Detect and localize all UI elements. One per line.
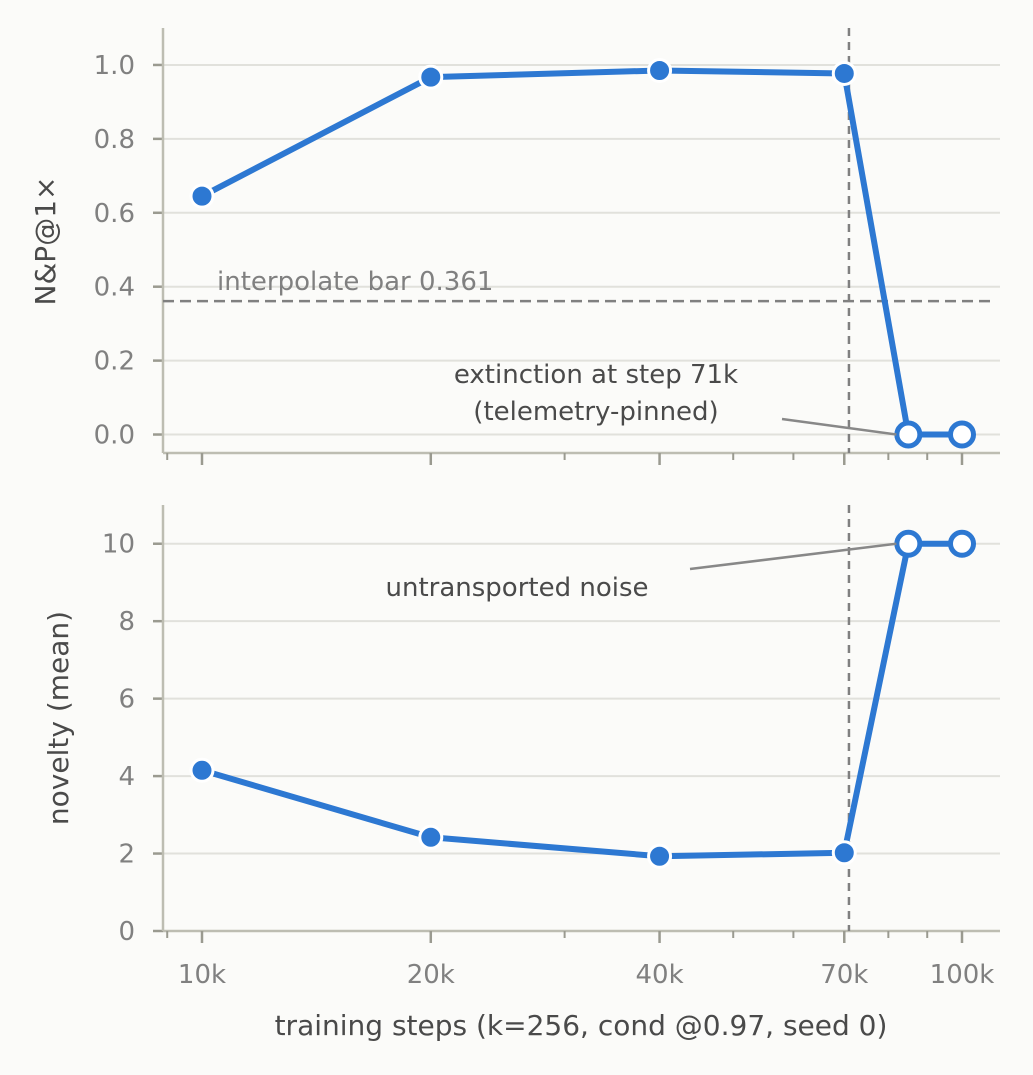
annotation-text-line: extinction at step 71k [454, 360, 738, 390]
hollow-marker [894, 529, 923, 558]
y-tick-label: 6 [118, 685, 135, 715]
y-tick-label: 0.4 [94, 273, 135, 303]
annotation-text-line: (telemetry-pinned) [473, 397, 718, 427]
y-tick-label: 0.6 [94, 199, 135, 229]
data-point [831, 60, 857, 86]
top-panel: 0.0 0.2 0.4 0.6 0.8 1.0 N&P@1× interpolate bar … [29, 28, 1000, 465]
x-tick-label: 40k [635, 960, 683, 990]
x-tick-label: 70k [820, 960, 868, 990]
data-point [647, 58, 673, 83]
y-tick-label: 4 [118, 762, 135, 792]
y-tick-label: 10 [102, 530, 135, 560]
y-tick-label: 1.0 [94, 51, 135, 81]
interpolate-bar-label: interpolate bar 0.361 [217, 267, 493, 297]
data-point [647, 843, 673, 869]
data-point [418, 64, 444, 90]
data-point [418, 824, 444, 850]
y-tick-label: 0.8 [94, 125, 135, 155]
x-tick-label: 10k [178, 960, 226, 990]
y-axis-title: novelty (mean) [42, 611, 75, 825]
annotation-text-line: untransported noise [385, 573, 648, 603]
data-point [189, 183, 215, 209]
hollow-marker [894, 420, 923, 449]
data-point [189, 757, 215, 783]
y-tick-label: 0 [118, 917, 135, 947]
hollow-marker [948, 420, 976, 449]
y-tick-label: 2 [118, 840, 135, 870]
hollow-marker [948, 529, 976, 558]
bottom-panel: 0 2 4 6 8 10 novelty (mean) untransported noise… [42, 505, 1000, 990]
annotation-arrow [689, 542, 897, 571]
x-axis-title: training steps (k=256, cond @0.97, seed … [275, 1009, 888, 1042]
annotation-arrow [781, 417, 897, 436]
y-tick-label: 8 [118, 607, 135, 637]
y-axis-title: N&P@1× [29, 177, 62, 306]
y-tick-label: 0.0 [94, 421, 135, 451]
x-tick-label: 100k [930, 960, 995, 990]
data-point [831, 840, 857, 866]
x-tick-label: 20k [407, 960, 455, 990]
y-tick-label: 0.2 [94, 347, 135, 377]
